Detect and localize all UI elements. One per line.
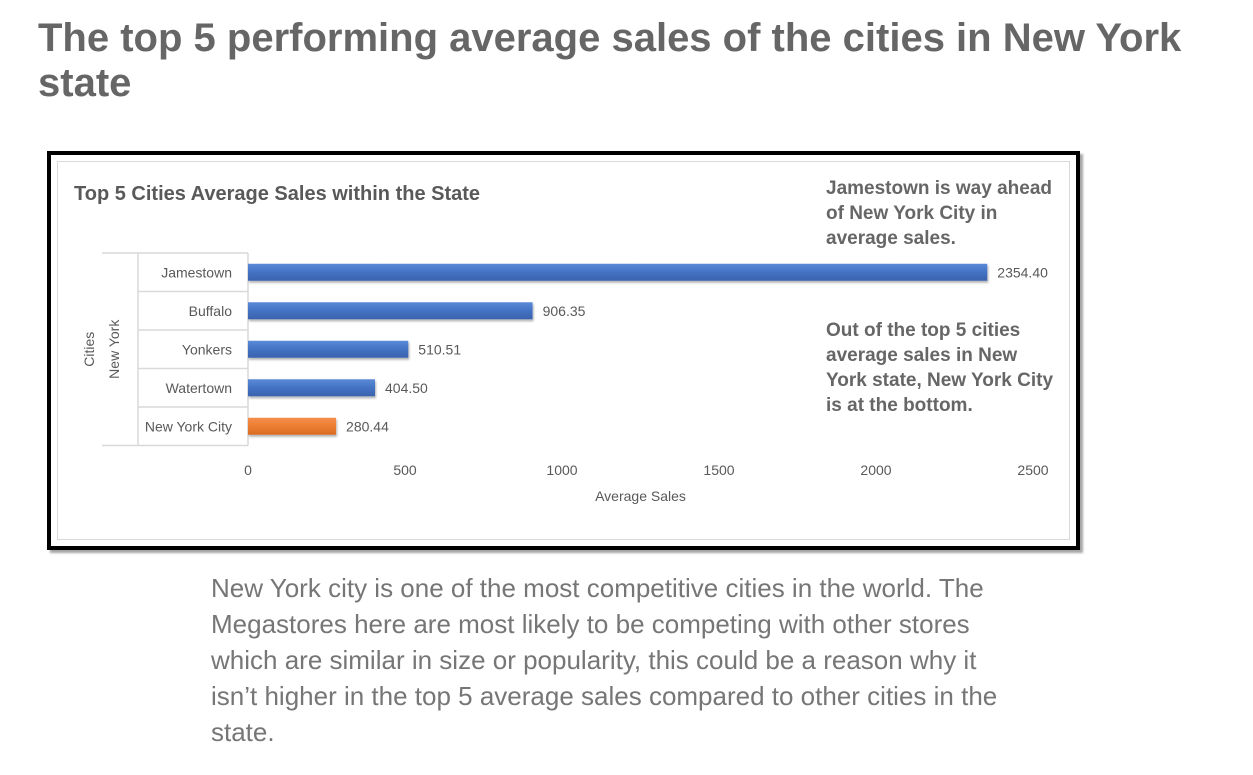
category-label: Yonkers [182,341,232,357]
value-label: 2354.40 [997,264,1048,280]
value-label: 404.50 [385,380,428,396]
bar-watertown [248,379,376,397]
bar-yonkers [248,340,409,358]
category-label: Buffalo [189,303,233,319]
y-axis-group-label: New York [106,319,122,379]
body-paragraph: New York city is one of the most competi… [211,573,998,747]
bar-chart: Top 5 Cities Average Sales within the St… [74,183,1049,504]
chart-area: Top 5 Cities Average Sales within the St… [57,161,1070,540]
y-axis-title: Cities [81,332,97,367]
x-tick-label: 0 [244,462,252,478]
category-label: New York City [145,418,232,434]
value-label: 906.35 [543,303,586,319]
x-tick-label: 2500 [1017,462,1048,478]
value-label: 510.51 [418,341,461,357]
slide-title: The top 5 performing average sales of th… [38,16,1182,105]
x-tick-label: 1500 [703,462,734,478]
value-label: 280.44 [346,418,389,434]
category-label: Jamestown [161,264,232,280]
bar-jamestown [248,263,988,281]
annotation-jamestown: Jamestown is way ahead of New York City … [826,178,1052,249]
chart-frame: Top 5 Cities Average Sales within the St… [47,151,1080,550]
category-label: Watertown [166,380,232,396]
x-axis-title: Average Sales [595,488,686,504]
bar-buffalo [248,302,533,320]
chart-title: Top 5 Cities Average Sales within the St… [74,183,480,205]
x-tick-label: 2000 [860,462,891,478]
x-tick-label: 500 [393,462,417,478]
annotation-new-york-city: Out of the top 5 cities average sales in… [826,320,1054,416]
bar-new-york-city [248,417,337,435]
x-tick-label: 1000 [546,462,577,478]
